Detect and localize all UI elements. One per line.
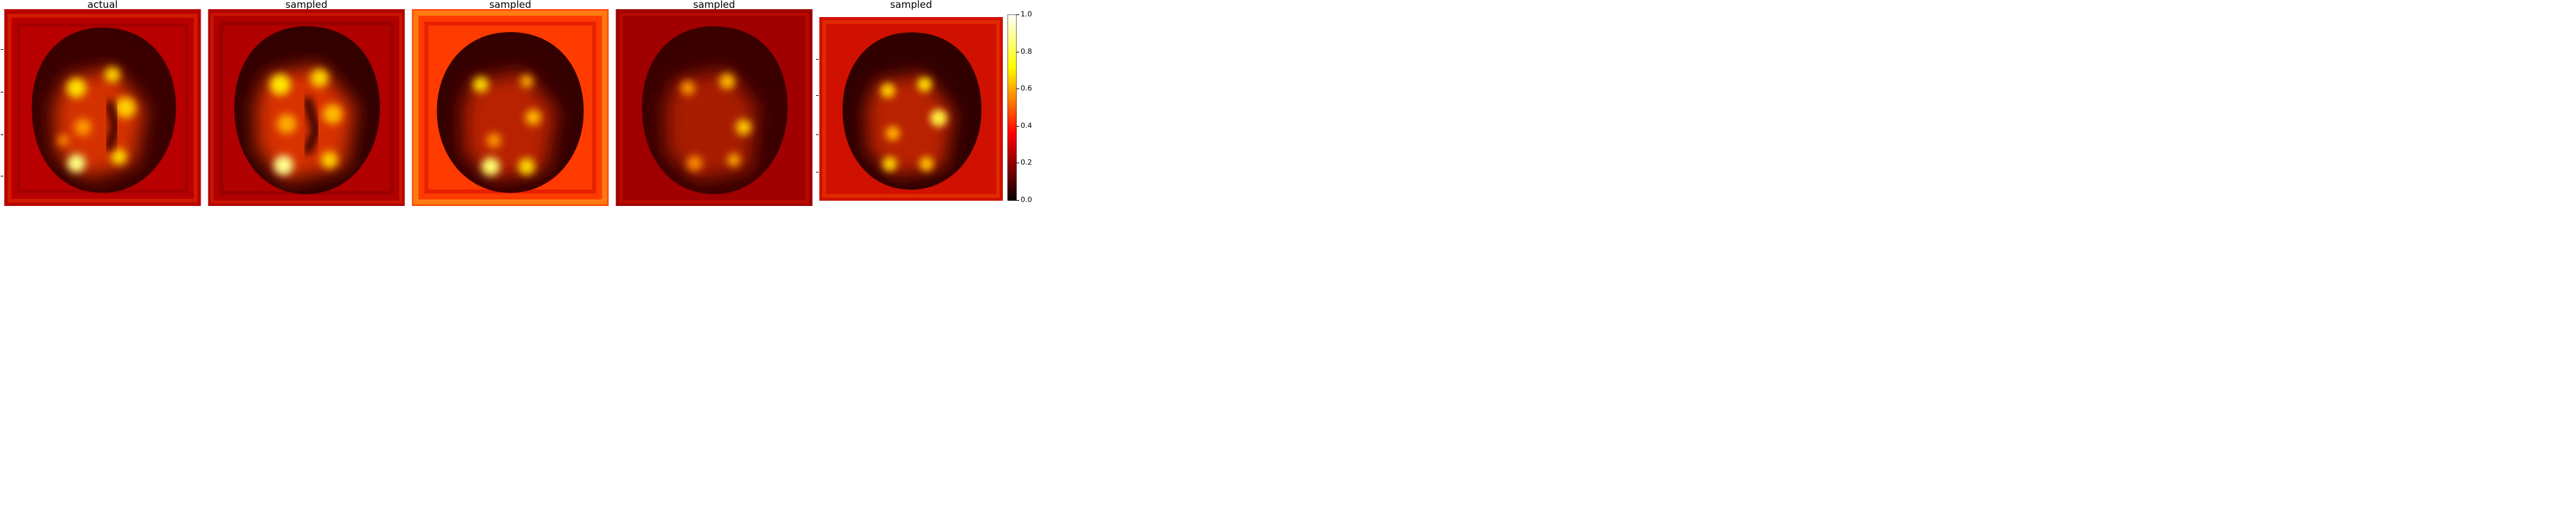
- y-axis-tick: [816, 172, 819, 173]
- colorbar-label: 1.0: [1021, 10, 1032, 18]
- panel-title: actual: [87, 0, 118, 10]
- brain-heatmap-image: [208, 9, 405, 206]
- colorbar-gradient: [1007, 14, 1017, 201]
- y-axis-tick: [816, 59, 819, 60]
- panel-title: sampled: [693, 0, 735, 10]
- y-axis-tick: [816, 95, 819, 96]
- panel-title: sampled: [285, 0, 328, 10]
- panel-title: sampled: [889, 0, 933, 10]
- brain-heatmap-image: [4, 9, 201, 206]
- colorbar-tick: [1017, 200, 1019, 201]
- colorbar-label: 0.8: [1021, 47, 1032, 56]
- colorbar-label: 0.4: [1021, 121, 1032, 130]
- y-axis-tick: [1, 49, 3, 50]
- colorbar-label: 0.0: [1021, 195, 1032, 204]
- colorbar-tick: [1017, 126, 1019, 127]
- brain-heatmap-image: [412, 9, 609, 206]
- colorbar-tick: [1017, 14, 1019, 15]
- y-axis-tick: [1, 134, 3, 135]
- brain-heatmap-image: [615, 9, 813, 206]
- colorbar-label: 0.6: [1021, 84, 1032, 92]
- panel-title: sampled: [489, 0, 532, 10]
- colorbar-label: 0.2: [1021, 158, 1032, 167]
- y-axis-tick: [816, 134, 819, 135]
- brain-heatmap-image: [819, 17, 1003, 201]
